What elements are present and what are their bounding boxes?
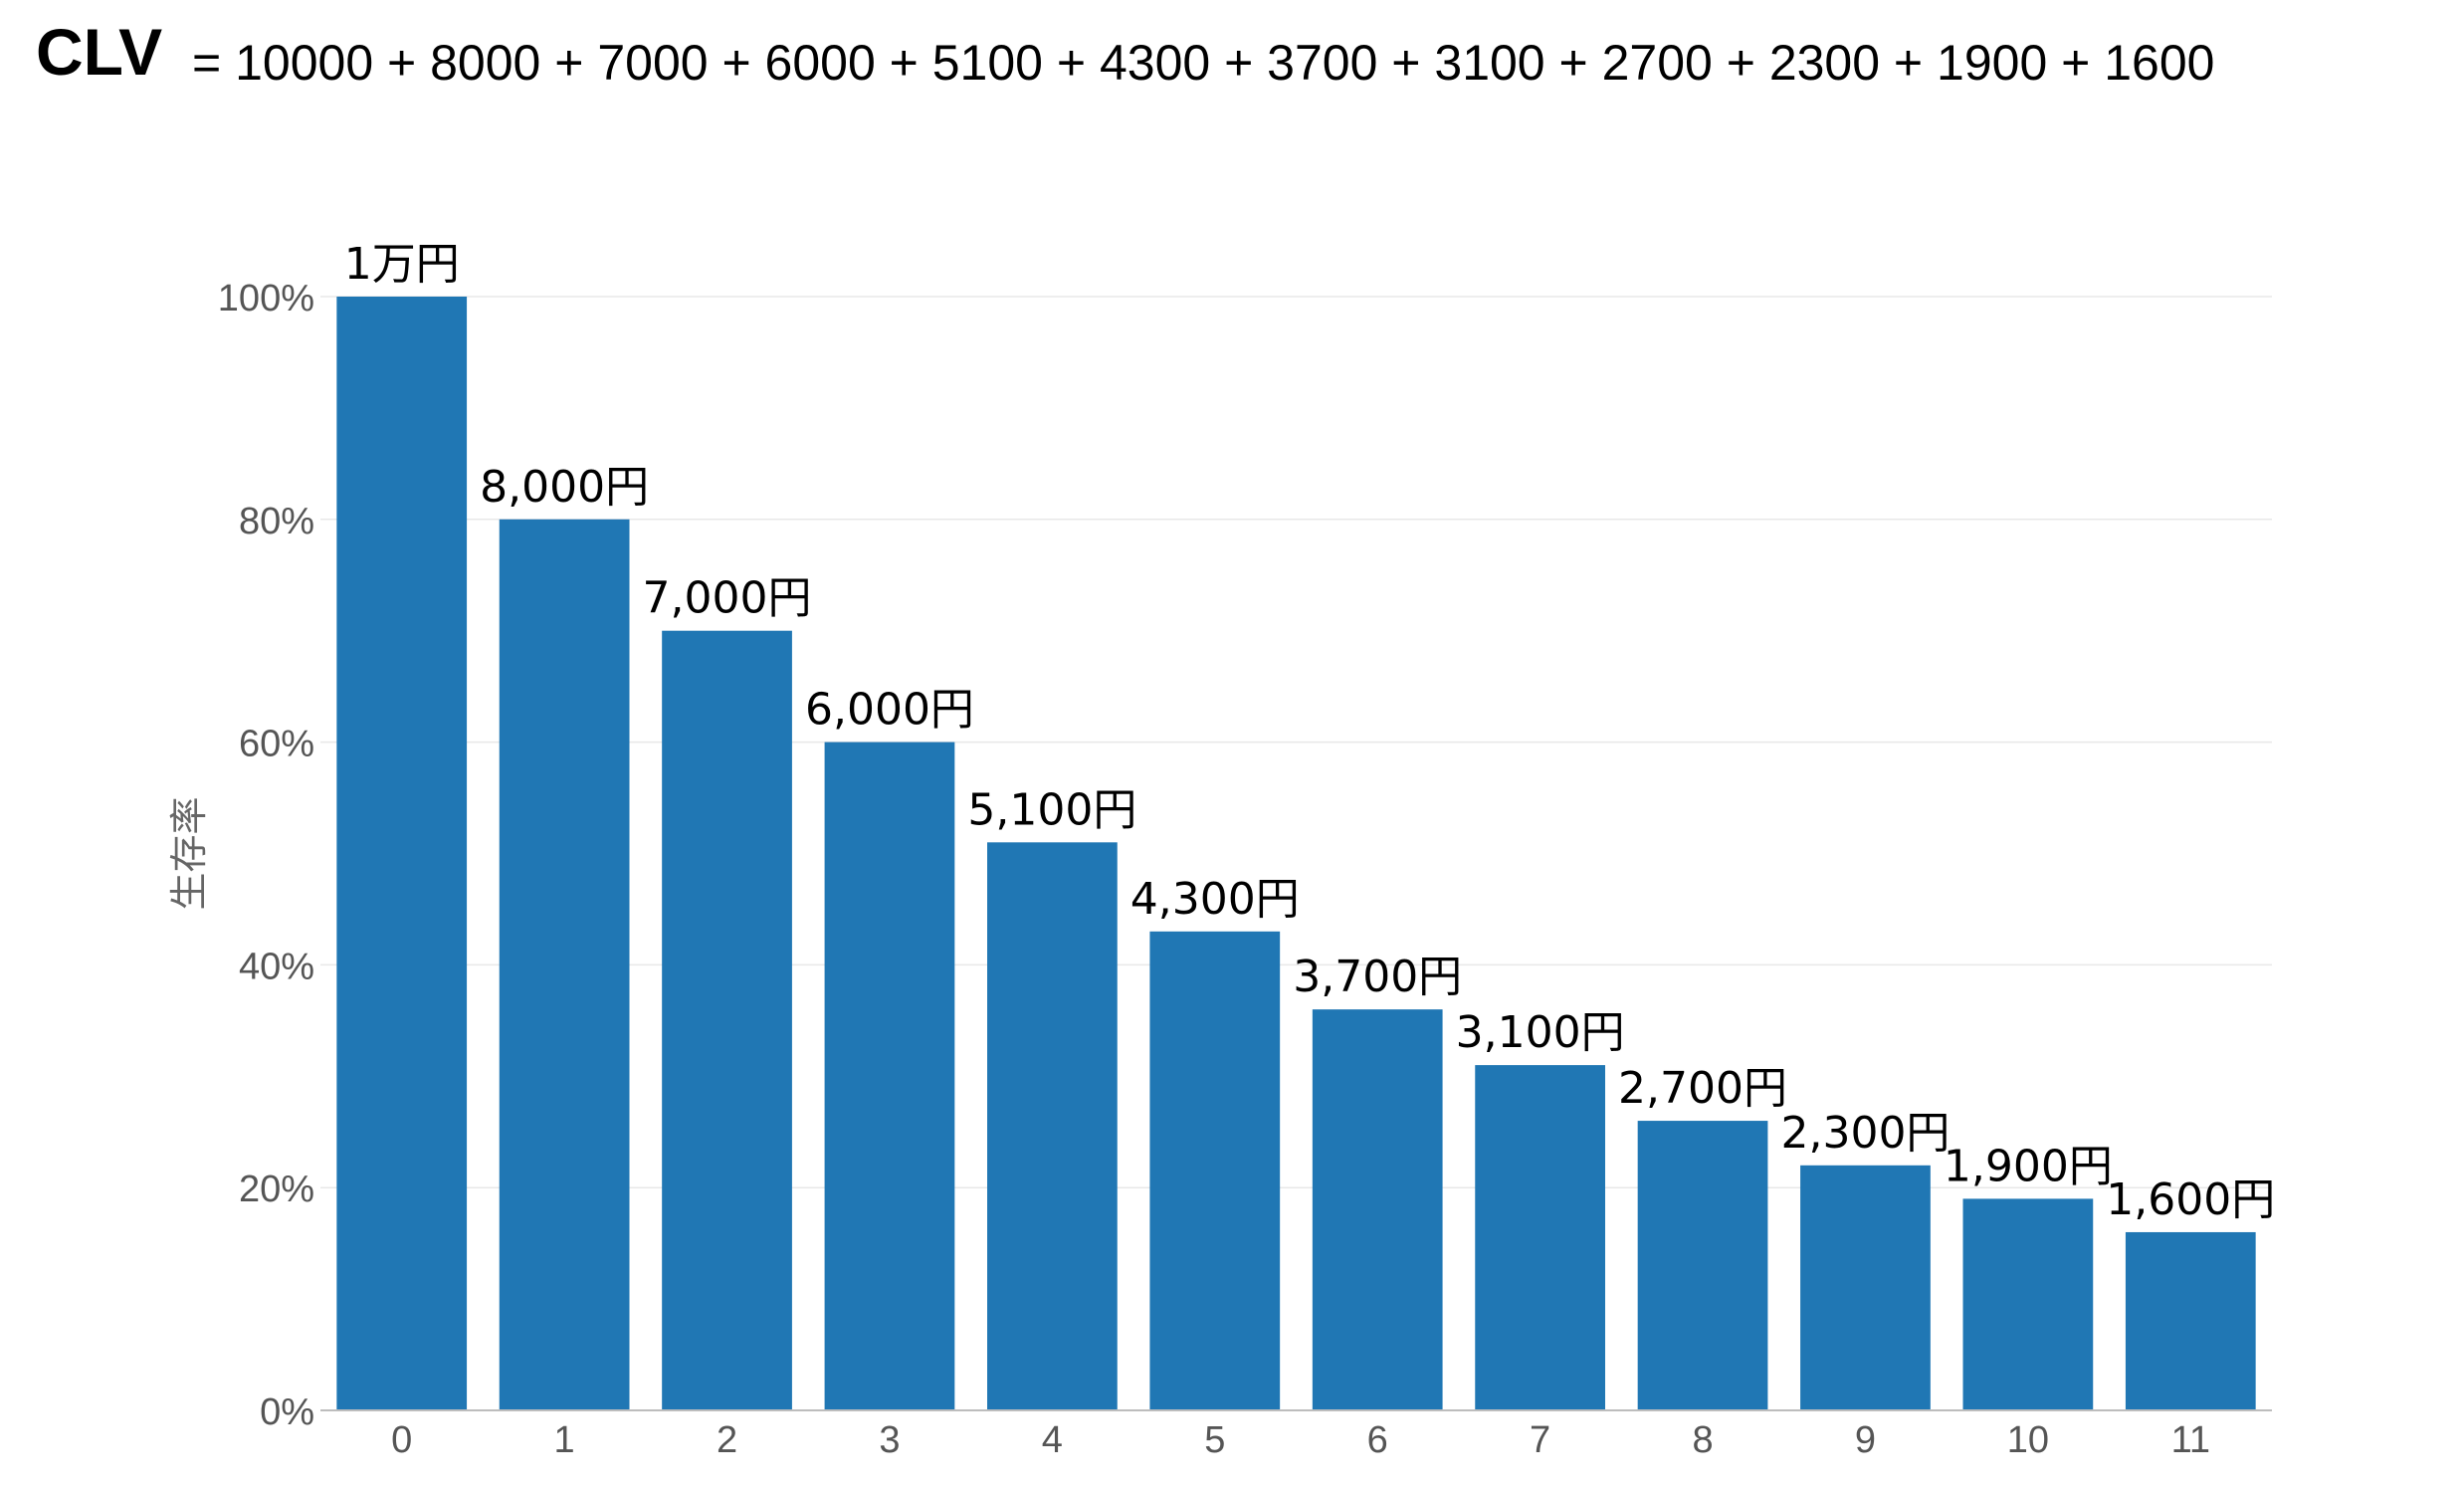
data-labels: 1万円 8,000円 7,000円 6,000円 5,100円 4,300円 3,700円3… [344, 239, 2276, 1225]
y-tick-label: 20% [239, 1169, 314, 1210]
x-tick-label: 10 [2007, 1419, 2049, 1461]
x-tick-label: 3 [879, 1419, 900, 1461]
formula-header: CLV = 10000 + 8000 + 7000 + 6000 + 5100 … [36, 15, 2214, 91]
data-label-7: 3,100円 [1456, 1007, 1625, 1058]
bar-6 [1312, 1009, 1443, 1410]
y-tick-label: 100% [218, 278, 314, 320]
bar-1 [499, 519, 630, 1410]
bar-11 [2125, 1231, 2256, 1410]
bar-10 [1962, 1198, 2094, 1410]
x-tick-label: 7 [1530, 1419, 1550, 1461]
bar-4 [987, 842, 1118, 1410]
bar-5 [1149, 931, 1281, 1410]
x-tick-label: 8 [1692, 1419, 1713, 1461]
x-tick-label: 4 [1042, 1419, 1063, 1461]
bar-8 [1637, 1121, 1768, 1410]
y-tick-label: 80% [239, 501, 314, 542]
x-tick-label: 9 [1855, 1419, 1876, 1461]
data-label-11: 1,600円 [2106, 1174, 2275, 1225]
x-tick-label: 6 [1367, 1419, 1388, 1461]
y-tick-label: 40% [239, 946, 314, 987]
formula-label: CLV [36, 15, 162, 89]
x-tick-label: 11 [2171, 1419, 2210, 1461]
x-tick-label: 5 [1204, 1419, 1225, 1461]
formula-expression: = 10000 + 8000 + 7000 + 6000 + 5100 + 43… [192, 35, 2214, 91]
bar-2 [662, 630, 792, 1410]
data-label-2: 7,000円 [643, 573, 812, 624]
gridlines [320, 296, 2272, 1188]
data-label-0: 1万円 [344, 239, 460, 290]
bar-3 [824, 742, 955, 1410]
bars [336, 297, 2256, 1410]
data-label-9: 2,300円 [1780, 1108, 1950, 1159]
data-label-5: 4,300円 [1130, 874, 1300, 925]
x-tick-label: 1 [554, 1419, 575, 1461]
data-label-1: 8,000円 [480, 462, 649, 513]
data-label-10: 1,900円 [1944, 1141, 2113, 1191]
x-tick-label: 0 [391, 1419, 412, 1461]
data-label-8: 2,700円 [1618, 1063, 1787, 1114]
bar-9 [1800, 1165, 1931, 1410]
data-label-3: 6,000円 [805, 685, 974, 736]
y-axis-title: 生存率 [167, 796, 211, 910]
x-tick-label: 2 [717, 1419, 737, 1461]
bar-0 [336, 297, 468, 1410]
bar-7 [1475, 1065, 1605, 1410]
y-tick-label: 60% [239, 724, 314, 765]
data-label-6: 3,700円 [1293, 952, 1462, 1002]
y-tick-label: 0% [260, 1391, 314, 1433]
axes: 0% 20% 40% 60% 80% 100% 0 1 2 3 4 5 6 7 8 9 10 11 [218, 278, 2272, 1461]
data-label-4: 5,100円 [967, 784, 1136, 835]
